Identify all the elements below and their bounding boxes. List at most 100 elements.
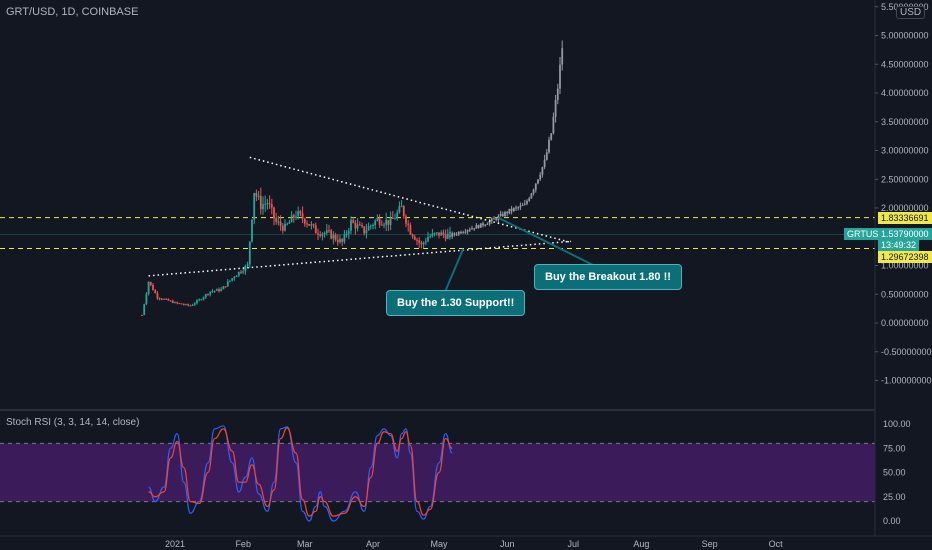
price-candle-body (363, 226, 366, 234)
projection-candle-body (479, 223, 482, 228)
price-candle-body (275, 217, 278, 222)
price-candle-body (312, 224, 315, 226)
price-candle-body (317, 233, 319, 235)
bar-countdown-tag: 13:49:32 (878, 239, 920, 251)
price-candle-body (277, 221, 280, 223)
price-candle-body (369, 225, 372, 227)
stoch-rsi-d-line (148, 427, 453, 517)
price-candle-body (235, 275, 238, 277)
price-candle-body (158, 298, 161, 300)
price-candle-body (281, 225, 284, 231)
price-candle-body (211, 291, 214, 293)
stoch-axis-label: 25.00 (883, 492, 906, 502)
price-candle-body (378, 218, 381, 225)
price-candle-body (435, 232, 438, 234)
price-candle-body (356, 224, 359, 229)
projection-candle-body (517, 207, 520, 209)
breakout-callout[interactable]: Buy the Breakout 1.80 !! (534, 264, 682, 290)
price-candle-body (321, 233, 324, 236)
price-candle-body (200, 299, 203, 301)
price-candle-body (325, 230, 328, 233)
price-candle-body (343, 233, 346, 242)
projection-candle-body (501, 213, 504, 217)
time-axis-label: Sep (702, 539, 718, 549)
price-candle-body (246, 264, 249, 267)
price-candle-body (202, 297, 205, 300)
price-candle-body (268, 203, 271, 205)
price-candle-body (187, 304, 190, 306)
price-candle-body (286, 223, 289, 225)
price-candle-body (290, 215, 293, 223)
price-candle-body (191, 304, 194, 306)
price-candle-body (220, 289, 223, 292)
projection-candle-body (484, 224, 487, 226)
price-candle-body (193, 303, 196, 305)
triangle-trendline (249, 156, 572, 244)
projection-candle-body (482, 223, 484, 226)
price-candle-body (405, 216, 407, 224)
price-candle-body (171, 300, 174, 303)
projection-candle-body (490, 218, 493, 222)
price-candle-body (284, 223, 286, 231)
price-axis-label: 1.00000000 (881, 261, 929, 271)
price-candle-body (420, 242, 423, 245)
price-axis-label: 4.00000000 (881, 88, 929, 98)
projection-candle-body (539, 174, 542, 180)
projection-candle-body (561, 48, 564, 65)
price-candle-body (209, 291, 212, 295)
stoch-rsi-k-line (148, 425, 453, 522)
price-candle-body (449, 231, 451, 234)
price-candle-body (444, 234, 447, 239)
symbol-title: GRT/USD, 1D, COINBASE (6, 6, 139, 18)
projection-candle-body (464, 231, 467, 233)
price-candle-body (394, 218, 396, 220)
price-candle-body (165, 298, 168, 300)
price-candle-body (367, 226, 370, 231)
projection-candle-body (457, 231, 460, 235)
price-candle-body (299, 211, 302, 214)
price-candle-body (427, 237, 429, 242)
time-axis-label: Aug (633, 539, 649, 549)
support-callout[interactable]: Buy the 1.30 Support!! (386, 290, 526, 316)
price-candle-body (264, 203, 267, 205)
price-candle-body (154, 290, 157, 294)
last-price-tag: 1.53790000 (878, 228, 932, 240)
projection-candle-body (512, 208, 515, 211)
stoch-axis-label: 0.00 (883, 516, 901, 526)
price-candle-body (226, 281, 229, 287)
price-candle-body (156, 293, 159, 299)
price-axis-label: 3.50000000 (881, 117, 929, 127)
price-candle-body (303, 218, 306, 224)
price-candle-body (145, 293, 148, 305)
price-candle-body (383, 224, 385, 226)
price-candle-body (222, 286, 225, 290)
price-candle-body (182, 304, 185, 306)
projection-candle-body (550, 133, 553, 140)
time-axis-label: 2021 (165, 539, 185, 549)
price-candle-body (347, 230, 350, 234)
projection-candle-body (552, 116, 555, 134)
projection-candle-body (488, 221, 491, 224)
price-candle-body (352, 220, 355, 223)
projection-candle-body (528, 198, 531, 201)
currency-button[interactable]: USD (896, 6, 926, 19)
projection-candle-body (468, 229, 471, 231)
price-pane[interactable] (0, 40, 875, 316)
price-candle-body (361, 225, 363, 227)
price-candle-body (380, 224, 383, 226)
price-candle-body (424, 241, 427, 243)
price-candle-body (389, 217, 392, 225)
price-candle-body (266, 203, 269, 205)
price-axis-label: 4.50000000 (881, 59, 929, 69)
price-candle-body (301, 213, 304, 219)
price-candle-body (332, 235, 335, 239)
price-candle-body (213, 290, 216, 292)
stoch-rsi-pane[interactable] (0, 425, 875, 522)
stoch-axis-label: 75.00 (883, 443, 906, 453)
price-candle-body (422, 242, 425, 245)
projection-candle-body (541, 167, 544, 175)
price-candle-body (330, 230, 333, 239)
price-candle-body (160, 298, 163, 300)
price-axis-label: 2.00000000 (881, 203, 929, 213)
